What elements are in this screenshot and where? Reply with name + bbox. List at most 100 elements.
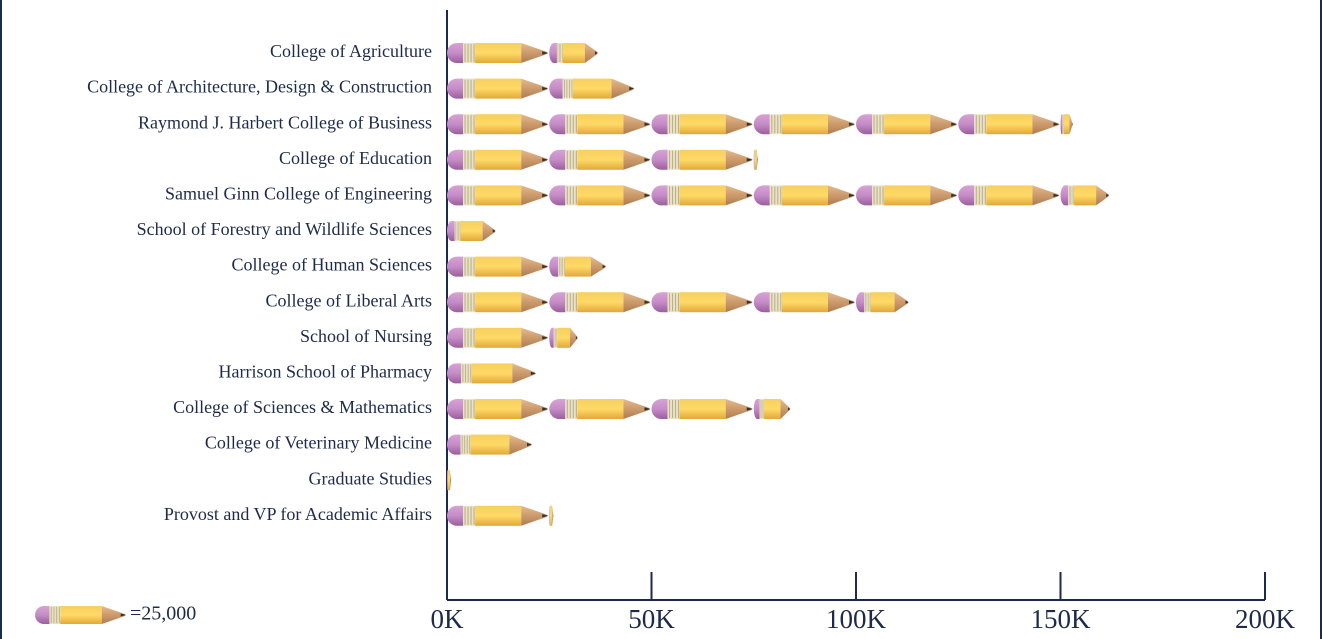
category-label: School of Nursing [300, 326, 432, 346]
pencil-body [471, 435, 510, 455]
pencil-eraser [447, 399, 463, 419]
pencil [652, 114, 753, 134]
pencil-eraser [754, 114, 770, 134]
pencil [754, 150, 758, 170]
pencil [35, 606, 126, 624]
pencil [447, 470, 451, 490]
pencil-eraser [754, 185, 770, 205]
category-label: Graduate Studies [309, 468, 432, 488]
pencil-row [447, 257, 606, 277]
pencil [1061, 185, 1110, 205]
pencil-eraser [652, 185, 668, 205]
pencil [447, 399, 548, 419]
pencil [754, 292, 855, 312]
pencil-eraser [549, 328, 553, 348]
x-tick-label: 150K [1031, 604, 1092, 634]
pencil-body [475, 506, 521, 526]
pencil-body [475, 79, 521, 99]
category-label: College of Agriculture [270, 41, 432, 61]
pencil-body [782, 114, 828, 134]
chart: =25,000 0K50K100K150K200KCollege of Agri… [0, 0, 1322, 639]
pencil-body [472, 363, 513, 383]
pencil [549, 114, 650, 134]
pencil-eraser [447, 363, 461, 383]
pencil-body [475, 43, 521, 63]
pencil [652, 150, 753, 170]
category-label: College of Human Sciences [232, 255, 432, 275]
pencil-body [782, 292, 828, 312]
pencil-row [447, 328, 578, 348]
pencil-row [447, 506, 553, 526]
pencil-body [782, 185, 828, 205]
pencil-body [577, 399, 623, 419]
pencil-eraser [754, 399, 760, 419]
pencil-row [447, 150, 758, 170]
category-label: Provost and VP for Academic Affairs [164, 504, 432, 524]
pencil-body [475, 185, 521, 205]
pencil [754, 114, 855, 134]
pencil-eraser [549, 43, 557, 63]
pencil-eraser [549, 150, 565, 170]
pencil-body [680, 292, 726, 312]
pencil-row [447, 292, 909, 312]
pencil-row [447, 43, 598, 63]
pencil-body [577, 150, 623, 170]
pencil-eraser [652, 114, 668, 134]
pencil-eraser [549, 399, 565, 419]
pencil-eraser [549, 79, 562, 99]
pencil-eraser [652, 292, 668, 312]
pencil-body [475, 114, 521, 134]
category-label: Harrison School of Pharmacy [219, 362, 432, 382]
pencil [958, 185, 1059, 205]
pencil-eraser [447, 114, 463, 134]
category-label: School of Forestry and Wildlife Sciences [137, 219, 432, 239]
category-label: College of Education [279, 148, 432, 168]
pencil [652, 185, 753, 205]
pencil-eraser [549, 185, 565, 205]
pencil-body [680, 114, 726, 134]
x-tick-label: 200K [1235, 604, 1296, 634]
pencil [447, 150, 548, 170]
category-label: Raymond J. Harbert College of Business [138, 112, 432, 132]
pencil-body [475, 292, 521, 312]
pencil-eraser [856, 292, 864, 312]
pencil-eraser [958, 185, 974, 205]
pencil [754, 185, 855, 205]
pencil [856, 114, 957, 134]
pencil-body [884, 114, 930, 134]
pencil-body [475, 328, 521, 348]
pencil-row [447, 399, 790, 419]
pencil [447, 363, 536, 383]
pencil-row [447, 114, 1073, 134]
pencil-eraser [447, 292, 463, 312]
pencil-eraser [549, 292, 565, 312]
pencil-body [764, 399, 781, 419]
pencil-row [447, 363, 536, 383]
pencil-row [447, 185, 1109, 205]
pencil-row [447, 221, 496, 241]
pencil-body [60, 606, 101, 624]
pencil-body [986, 185, 1032, 205]
pencil-row [447, 470, 451, 490]
pencil [754, 399, 790, 419]
pencil-eraser [447, 185, 463, 205]
pencil [447, 43, 548, 63]
pencil [447, 506, 548, 526]
pencil [1061, 114, 1073, 134]
pencil-body [565, 257, 591, 277]
pencil-eraser [447, 328, 463, 348]
pencil [549, 185, 650, 205]
pencil [652, 292, 753, 312]
x-tick-label: 100K [826, 604, 887, 634]
pencil-eraser [754, 150, 755, 170]
pencil-body [577, 292, 623, 312]
pencil [549, 150, 650, 170]
pencil [549, 328, 577, 348]
pencil-body [577, 114, 623, 134]
pencil-body [460, 221, 482, 241]
legend-label: =25,000 [130, 603, 196, 625]
pencil-body [680, 399, 726, 419]
category-label: College of Architecture, Design & Constr… [87, 77, 432, 97]
pencil [856, 292, 909, 312]
pencil [549, 43, 598, 63]
